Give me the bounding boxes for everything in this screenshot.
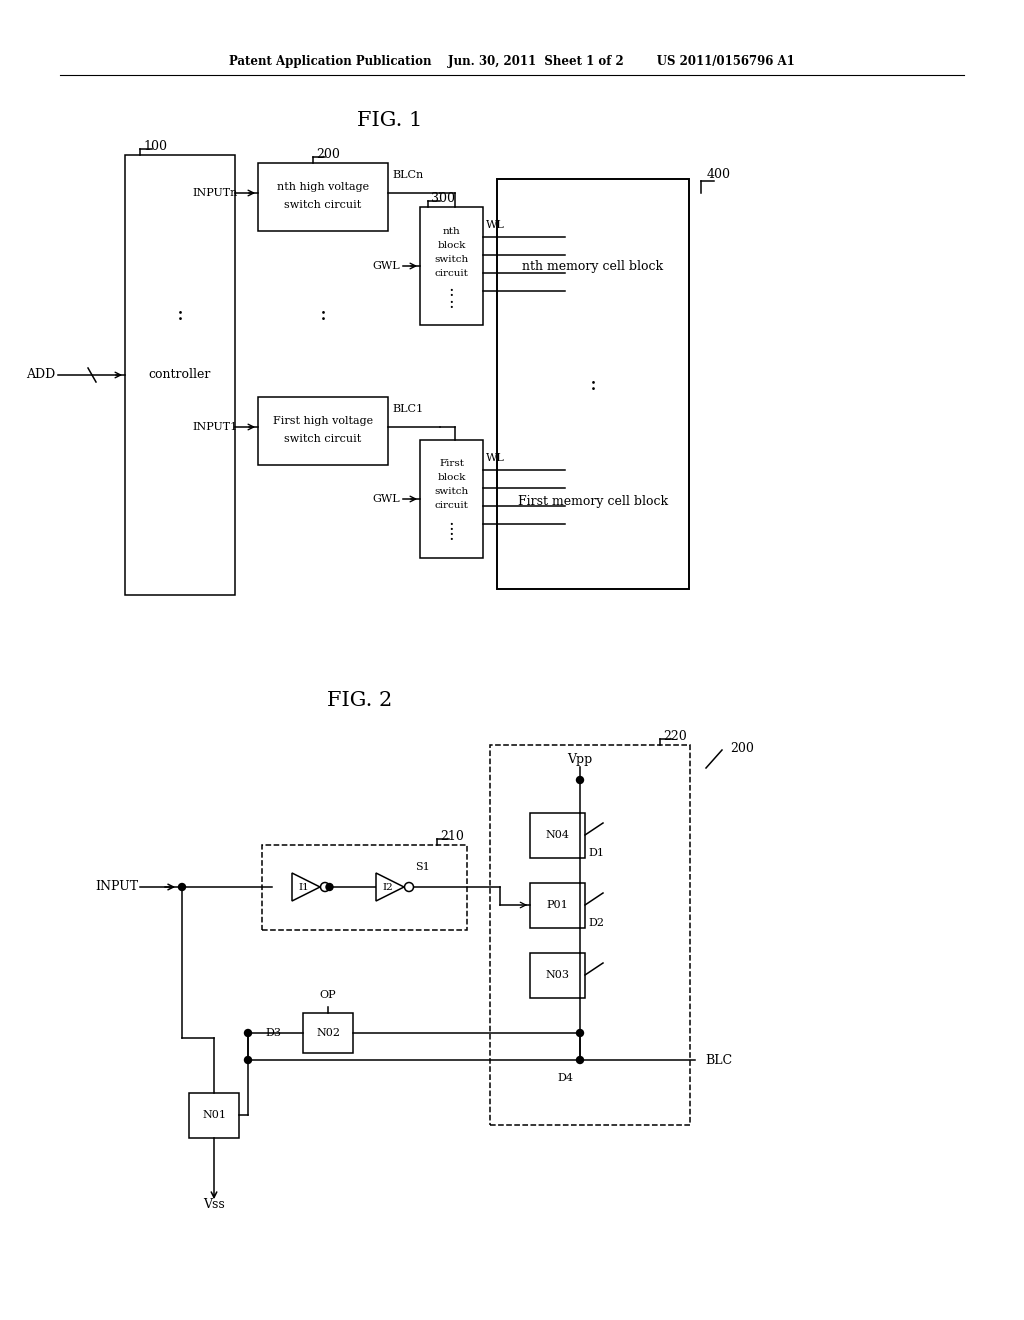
Bar [258,162,388,231]
Text: 200: 200 [316,148,340,161]
Bar [258,397,388,465]
Bar [490,744,690,1125]
Bar [503,428,683,576]
Text: block: block [437,240,466,249]
Bar [303,1012,353,1053]
Text: :: : [449,528,455,544]
Text: WL: WL [486,453,505,463]
Text: :: : [449,294,455,312]
Text: Vss: Vss [203,1199,225,1212]
Circle shape [245,1030,252,1036]
Text: :: : [449,516,455,533]
Text: Patent Application Publication    Jun. 30, 2011  Sheet 1 of 2        US 2011/015: Patent Application Publication Jun. 30, … [229,55,795,69]
Circle shape [577,1056,584,1064]
Text: WL: WL [486,220,505,230]
Text: 300: 300 [431,191,455,205]
Text: switch: switch [434,487,469,496]
Bar [262,845,467,931]
Text: switch circuit: switch circuit [285,201,361,210]
Text: BLCn: BLCn [392,170,423,180]
Text: D4: D4 [557,1073,573,1082]
Text: 210: 210 [440,829,464,842]
Text: Vpp: Vpp [567,754,593,767]
Text: P01: P01 [547,900,568,909]
Text: nth memory cell block: nth memory cell block [522,260,664,273]
Text: block: block [437,474,466,483]
Text: N01: N01 [202,1110,226,1119]
Bar [189,1093,239,1138]
Bar [420,440,483,558]
Text: First high voltage: First high voltage [273,416,373,426]
Circle shape [326,883,333,891]
Text: FIG. 1: FIG. 1 [357,111,423,129]
Text: :: : [590,375,597,393]
Text: BLC: BLC [705,1053,732,1067]
Circle shape [178,883,185,891]
Text: N04: N04 [546,830,569,840]
Bar [420,207,483,325]
Text: circuit: circuit [434,268,468,277]
Text: INPUTn: INPUTn [193,187,238,198]
Text: nth: nth [442,227,461,235]
Text: :: : [319,305,327,323]
Text: INPUT1: INPUT1 [193,422,238,432]
Text: I2: I2 [383,883,393,891]
Bar [503,193,683,341]
Bar [125,154,234,595]
Text: N03: N03 [546,970,569,979]
Text: D2: D2 [588,917,604,928]
Circle shape [404,883,414,891]
Text: N02: N02 [316,1028,340,1038]
Text: :: : [176,305,183,323]
Text: nth high voltage: nth high voltage [276,182,369,191]
Bar [530,813,585,858]
Text: 400: 400 [707,169,731,181]
Text: GWL: GWL [373,261,400,271]
Text: GWL: GWL [373,494,400,504]
Circle shape [577,776,584,784]
Bar [530,953,585,998]
Text: :: : [449,284,455,301]
Text: ADD: ADD [26,368,55,381]
Circle shape [245,1056,252,1064]
Text: S1: S1 [416,862,430,873]
Text: 100: 100 [143,140,167,153]
Text: First memory cell block: First memory cell block [518,495,668,508]
Circle shape [321,883,330,891]
Polygon shape [376,873,404,902]
Text: INPUT: INPUT [95,880,138,894]
Polygon shape [292,873,319,902]
Text: I1: I1 [299,883,309,891]
Bar [497,180,689,589]
Text: controller: controller [148,368,211,381]
Circle shape [577,1030,584,1036]
Text: switch: switch [434,255,469,264]
Bar [530,883,585,928]
Text: OP: OP [319,990,336,1001]
Text: D1: D1 [588,847,604,858]
Text: BLC1: BLC1 [392,404,423,414]
Text: FIG. 2: FIG. 2 [328,690,392,710]
Text: switch circuit: switch circuit [285,434,361,444]
Text: First: First [439,459,464,469]
Text: D3: D3 [265,1028,281,1038]
Text: circuit: circuit [434,502,468,511]
Text: 220: 220 [663,730,687,742]
Text: 200: 200 [730,742,754,755]
